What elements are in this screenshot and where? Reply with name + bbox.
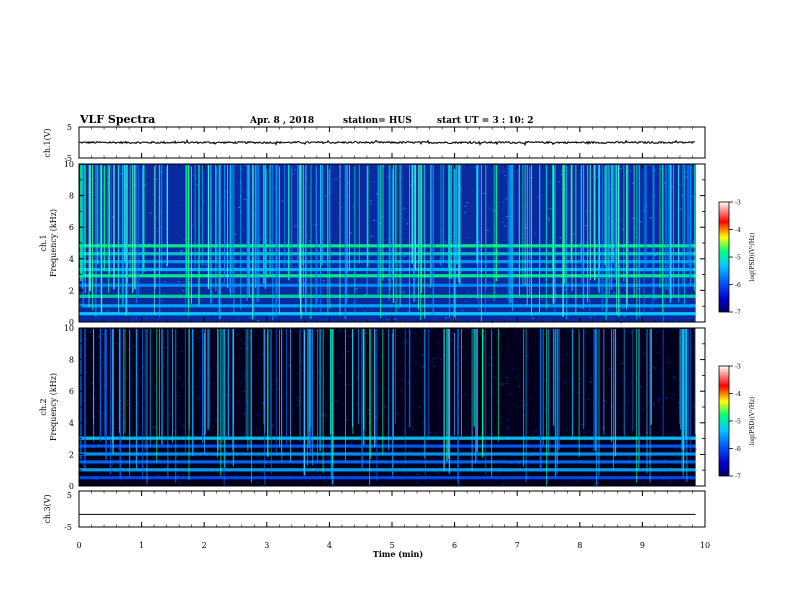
ch2-colorbar-label: log(PSD)(V²/Hz) bbox=[749, 397, 756, 446]
frequency-band bbox=[79, 304, 696, 308]
time-tick-label: 10 bbox=[700, 541, 710, 550]
spectrogram-ytick-label: 4 bbox=[69, 255, 74, 264]
frequency-band bbox=[79, 294, 696, 298]
time-tick-label: 6 bbox=[452, 541, 457, 550]
figure-title: VLF Spectra bbox=[79, 113, 155, 126]
ch2-colorbar: -3 -4 -5 -6 -7 log(PSD)(V²/Hz) bbox=[718, 364, 756, 481]
spectrogram-ytick-label: 8 bbox=[69, 192, 74, 201]
time-tick-label: 7 bbox=[515, 541, 520, 550]
colorbar-tick-label: -6 bbox=[735, 446, 741, 453]
frequency-band bbox=[79, 283, 696, 287]
frequency-band bbox=[79, 460, 696, 464]
frequency-band bbox=[79, 244, 696, 248]
ch1-colorbar: -3 -4 -5 -6 -7 log(PSD)(V²/Hz) bbox=[718, 200, 756, 317]
colorbar-tick-label: -3 bbox=[735, 200, 741, 207]
time-tick-label: 8 bbox=[577, 541, 582, 550]
spectrogram-ytick-label: 6 bbox=[69, 387, 74, 396]
ch1-ytick-bottom: -5 bbox=[64, 154, 72, 163]
time-tick-label: 5 bbox=[389, 541, 394, 550]
ch1-spec-ylabel-channel: ch.1 bbox=[39, 234, 48, 251]
colorbar-tick-label: -7 bbox=[735, 310, 741, 317]
time-tick-label: 3 bbox=[264, 541, 269, 550]
spectrogram-background bbox=[79, 328, 696, 486]
frequency-band bbox=[79, 252, 696, 256]
colorbar-tick-label: -4 bbox=[735, 227, 741, 234]
start-time-label: start UT = 3 : 10: 2 bbox=[437, 116, 534, 126]
colorbar-tick-label: -4 bbox=[735, 391, 741, 398]
frequency-band bbox=[79, 476, 696, 480]
spectrogram-ytick-label: 0 bbox=[69, 482, 74, 491]
spectrogram-ytick-label: 4 bbox=[69, 419, 74, 428]
ch2-spec-ylabel: Frequency (kHz) bbox=[49, 373, 58, 441]
ch3-ylabel: ch.3(V) bbox=[43, 494, 52, 523]
time-tick-label: 1 bbox=[139, 541, 144, 550]
ch1-colorbar-label: log(PSD)(V²/Hz) bbox=[749, 233, 756, 282]
ch1-waveform-panel: 5 -5 ch.1(V) bbox=[43, 123, 706, 163]
time-tick-label: 4 bbox=[327, 541, 332, 550]
time-tick-label: 0 bbox=[76, 541, 81, 550]
spectrogram-ytick-label: 10 bbox=[64, 160, 74, 169]
time-axis: 0 1 2 3 4 5 6 7 8 9 10 bbox=[76, 127, 710, 550]
ch1-waveform-line bbox=[78, 138, 696, 147]
colorbar-tick-label: -3 bbox=[735, 364, 741, 371]
ch3-waveform-panel: 5 -5 ch.3(V) bbox=[43, 490, 706, 532]
ch1-spectrogram-image bbox=[79, 164, 705, 323]
spectrogram-ytick-label: 2 bbox=[69, 450, 74, 459]
colorbar-tick-label: -5 bbox=[735, 419, 741, 426]
ch3-ytick-bottom: -5 bbox=[64, 523, 72, 532]
ch1-spec-ylabel: Frequency (kHz) bbox=[49, 209, 58, 277]
colorbar-tick-label: -6 bbox=[735, 282, 741, 289]
frequency-band bbox=[79, 312, 696, 316]
spectrogram-background bbox=[79, 164, 696, 322]
time-tick-label: 9 bbox=[640, 541, 645, 550]
spectrogram-ytick-label: 0 bbox=[69, 318, 74, 327]
spectrogram-ytick-label: 8 bbox=[69, 356, 74, 365]
ch3-ytick-top: 5 bbox=[67, 491, 72, 500]
frequency-band bbox=[79, 452, 696, 456]
time-tick-label: 2 bbox=[202, 541, 207, 550]
frequency-band bbox=[79, 468, 696, 472]
spectrogram-ytick-label: 2 bbox=[69, 286, 74, 295]
ch2-spec-ylabel-channel: ch.2 bbox=[39, 398, 48, 415]
date-label: Apr. 8 , 2018 bbox=[249, 116, 314, 126]
ch1-ylabel: ch.1(V) bbox=[43, 128, 52, 157]
ch2-spectrogram-panel: 0 2 4 6 8 10 ch.2 Frequency (kHz) bbox=[39, 324, 706, 491]
time-axis-label: Time (min) bbox=[373, 549, 423, 559]
ch2-spectrogram-image bbox=[79, 328, 705, 487]
frequency-band bbox=[79, 267, 696, 272]
colorbar-tick-label: -7 bbox=[735, 474, 741, 481]
frequency-band bbox=[79, 444, 696, 448]
ch1-ytick-top: 5 bbox=[67, 123, 72, 132]
spectrogram-ytick-label: 10 bbox=[64, 324, 74, 333]
ch1-spectrogram-panel: 0 2 4 6 8 10 ch.1 Frequency (kHz) bbox=[39, 160, 706, 327]
spectrogram-ytick-label: 6 bbox=[69, 223, 74, 232]
station-label: station= HUS bbox=[343, 116, 412, 126]
frequency-band bbox=[79, 274, 696, 278]
frequency-band bbox=[79, 260, 696, 264]
frequency-band bbox=[79, 436, 696, 440]
colorbar-tick-label: -5 bbox=[735, 255, 741, 262]
